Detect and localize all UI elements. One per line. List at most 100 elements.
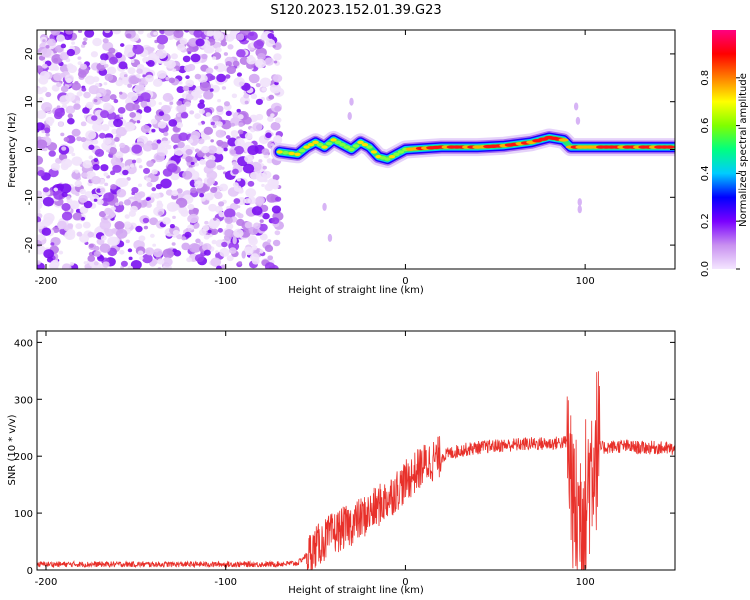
noise-speckle: [191, 89, 200, 97]
noise-speckle: [246, 56, 257, 65]
noise-speckle: [77, 70, 87, 78]
noise-speckle: [198, 108, 205, 115]
noise-speckle: [63, 136, 70, 142]
noise-speckle: [56, 34, 66, 43]
track-core: [388, 154, 396, 159]
noise-speckle: [223, 101, 231, 107]
noise-speckle: [203, 234, 210, 240]
track-core: [330, 138, 337, 142]
noise-speckle: [110, 184, 117, 190]
noise-speckle: [61, 146, 67, 151]
noise-speckle: [230, 122, 236, 127]
noise-speckle: [136, 158, 141, 163]
noise-speckle: [88, 243, 94, 248]
noise-speckle: [85, 266, 91, 269]
noise-speckle: [37, 190, 42, 196]
noise-speckle: [40, 48, 52, 58]
noise-speckle: [85, 101, 94, 109]
top-y-axis-label: Frequency (Hz): [7, 112, 18, 188]
noise-speckle: [272, 44, 276, 48]
noise-speckle: [128, 75, 139, 85]
noise-speckle: [37, 260, 41, 265]
noise-speckle: [199, 81, 211, 92]
noise-speckle: [84, 30, 95, 38]
noise-speckle: [123, 221, 132, 229]
noise-speckle: [251, 206, 263, 216]
noise-speckle: [100, 235, 107, 241]
noise-speckle: [218, 201, 225, 207]
noise-speckle: [226, 223, 234, 230]
noise-speckle: [216, 105, 224, 113]
stray-blob: [575, 116, 581, 125]
noise-speckle: [188, 37, 199, 47]
noise-speckle: [37, 155, 44, 165]
noise-speckle: [135, 225, 143, 233]
track-core: [282, 150, 289, 155]
noise-speckle: [61, 103, 68, 109]
noise-speckle: [250, 93, 258, 100]
noise-speckle: [236, 205, 241, 209]
noise-speckle: [193, 30, 203, 38]
stray-blob: [327, 233, 333, 242]
noise-speckle: [137, 183, 143, 187]
noise-speckle: [143, 106, 152, 113]
noise-speckle: [61, 203, 71, 212]
noise-speckle: [163, 131, 169, 137]
noise-speckle: [102, 38, 109, 44]
colorbar-tick-label: 0.8: [700, 70, 711, 86]
track-core: [384, 157, 391, 161]
stray-blob: [573, 102, 579, 111]
noise-speckle: [201, 53, 208, 60]
noise-speckle: [168, 119, 178, 127]
noise-speckle: [236, 33, 245, 41]
noise-speckle: [146, 160, 154, 167]
noise-speckle: [247, 145, 259, 156]
track-core: [343, 145, 351, 149]
noise-speckle: [37, 208, 41, 215]
noise-speckle: [104, 207, 113, 215]
track-core: [352, 144, 360, 148]
noise-speckle: [124, 214, 130, 219]
noise-speckle: [93, 98, 98, 103]
noise-speckle: [162, 248, 175, 259]
stray-blob: [241, 250, 246, 259]
noise-speckle: [203, 90, 214, 100]
noise-speckle: [100, 53, 109, 61]
noise-speckle: [238, 122, 244, 127]
colorbar: 0.0 0.2 0.4 0.6 0.8 Normalized spectral ampl…: [700, 30, 749, 277]
noise-speckle: [107, 67, 115, 74]
noise-speckle: [173, 147, 184, 156]
x-tick-label: -200: [35, 276, 58, 287]
noise-speckle: [216, 121, 223, 127]
noise-speckle: [219, 247, 230, 257]
noise-speckle: [187, 138, 194, 144]
noise-speckle: [98, 132, 106, 139]
noise-speckle: [207, 229, 212, 234]
noise-speckle: [172, 248, 177, 253]
y-tick-label: 10: [24, 95, 35, 108]
noise-speckle: [236, 177, 241, 182]
noise-speckle: [120, 260, 128, 267]
colorbar-tick-label: 0.4: [700, 165, 711, 181]
noise-speckle: [50, 162, 60, 171]
noise-speckle: [255, 113, 264, 121]
noise-speckle: [131, 159, 137, 164]
noise-speckle: [97, 255, 105, 262]
noise-speckle: [186, 257, 192, 263]
noise-speckle: [65, 105, 76, 114]
noise-speckle: [120, 265, 125, 269]
noise-speckle: [82, 107, 90, 114]
noise-speckle: [55, 183, 65, 191]
noise-speckle: [216, 265, 222, 269]
noise-speckle: [253, 222, 261, 229]
noise-speckle: [80, 121, 87, 127]
track-core: [288, 151, 295, 156]
noise-speckle: [159, 30, 166, 35]
noise-speckle: [120, 43, 125, 47]
y-tick-label: 200: [14, 452, 33, 463]
noise-speckle: [261, 183, 265, 187]
noise-speckle: [272, 74, 283, 83]
noise-speckle: [210, 228, 219, 235]
noise-speckle: [224, 216, 233, 225]
noise-speckle: [118, 61, 128, 70]
